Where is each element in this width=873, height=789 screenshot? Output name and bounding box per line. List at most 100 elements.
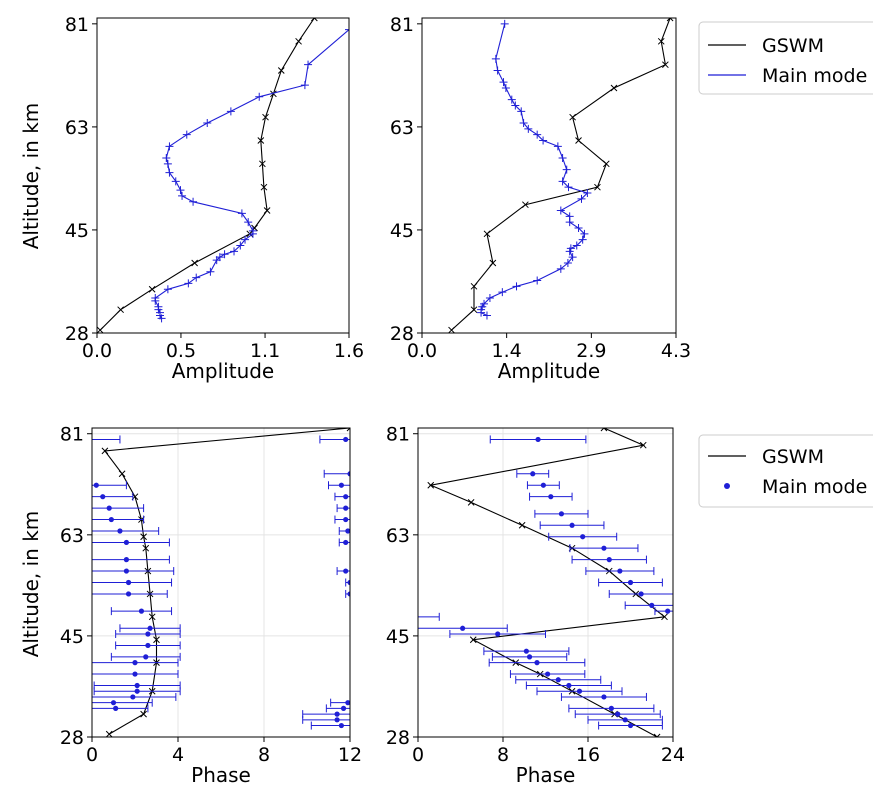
main-mode-point [530,471,536,477]
main-mode-point [340,705,347,711]
bottom-ylabel: Altitude, in km [19,511,43,658]
main-mode-point [347,579,350,586]
main-mode-point [523,648,529,654]
main-mode-point [151,294,160,302]
main-mode-point [304,60,313,69]
panel-amplitude-left: 0.0 0.5 1.1 1.6 28 45 63 81 Amplitude [65,14,364,383]
gswm-point [662,61,669,69]
gswm-line [451,18,671,331]
main-mode-point [134,688,140,694]
main-mode-point [113,705,119,711]
legend-bottom-main-label: Main mode [762,476,867,498]
main-mode-point [565,212,574,221]
gswm-point [489,259,497,267]
main-mode-point [499,78,508,87]
gswm-point [610,84,618,92]
main-mode-point [147,625,153,631]
gswm-point [118,470,126,478]
main-mode-point [566,682,572,689]
y-tick-label: 81 [386,424,410,446]
x-tick-label: 8 [258,744,270,766]
main-mode-point [343,436,349,443]
main-mode-point [556,264,565,273]
main-mode-point [226,107,235,116]
main-mode-point [203,119,212,127]
main-mode-point [665,608,671,614]
gswm-point [140,710,147,718]
gswm-point [105,730,113,737]
panel-amplitude-right: 0.0 1.4 2.9 4.3 28 45 63 81 Amplitude [390,14,691,383]
plot-frame [96,17,350,334]
main-mode-point [558,511,565,517]
gswm-point [657,37,665,45]
main-mode-point [460,625,466,631]
y-tick-label: 45 [60,626,84,648]
y-tick-label: 45 [65,220,89,242]
main-mode-point [145,631,151,637]
x-tick-label: 0.5 [166,340,196,362]
main-mode-point [558,177,567,186]
gswm-point [469,636,477,644]
main-mode-point [491,54,500,63]
legend-top-gswm-label: GSWM [762,35,824,57]
main-mode-point [627,722,634,729]
main-mode-point [480,299,489,308]
main-mode-point [524,124,533,133]
main-mode-point [495,631,501,637]
y-tick-label: 63 [386,525,410,547]
gswm-point [522,201,529,209]
main-mode-point [512,282,521,291]
gswm-point [270,90,277,98]
gswm-line [103,428,350,735]
gswm-point [295,37,302,45]
gswm-point [117,306,124,314]
main-mode-point [123,539,129,546]
main-mode-point [123,557,129,563]
y-tick-label: 28 [386,727,410,749]
gswm-point [448,326,455,333]
main-mode-point [545,671,551,677]
legend-bottom-main-swatch [724,483,730,489]
x-tick-label: 24 [661,744,685,766]
x-tick-label: 16 [576,744,600,766]
y-tick-label: 45 [386,626,410,648]
gswm-point [602,160,610,168]
plot-frame [421,17,677,334]
x-tick-label: 1.1 [250,340,280,362]
y-tick-label: 45 [390,220,414,242]
x-tick-label: 0 [412,744,424,766]
main-mode-point [138,608,145,614]
main-mode-point [343,568,349,574]
legend-top: GSWM Main mode [698,21,873,95]
main-mode-point [485,294,494,302]
gswm-point [277,67,285,74]
legend-bottom: GSWM Main mode [698,434,873,508]
gswm-point [191,259,199,267]
main-mode-point [123,568,129,574]
gswm-point [600,428,608,432]
gswm-point [427,481,435,489]
main-mode-point [511,101,520,110]
x-axis-label: Amplitude [172,359,275,383]
x-axis-label: Phase [191,763,251,787]
gswm-point [653,733,661,737]
main-mode-point [578,235,587,244]
main-mode-point [132,660,138,666]
main-mode-point [517,107,526,116]
main-mode-point [622,717,628,723]
main-mode-point [143,654,149,660]
gswm-point [101,447,109,455]
main-mode-point [108,516,114,523]
main-mode-point [125,591,132,597]
plot-area [448,18,674,333]
plot-area [418,428,673,737]
main-mode-point [482,311,491,320]
top-ylabel: Altitude, in km [19,103,43,250]
x-tick-label: 4.3 [661,340,691,362]
main-mode-point [345,528,350,534]
main-mode-point [558,154,567,162]
gswm-point [569,113,576,121]
main-mode-point [300,81,309,90]
main-mode-point [163,285,172,294]
main-mode-point [176,186,185,195]
